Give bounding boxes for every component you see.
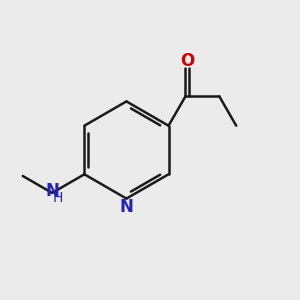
- Text: N: N: [119, 198, 134, 216]
- Text: N: N: [45, 182, 59, 200]
- Text: H: H: [52, 191, 63, 205]
- Text: O: O: [180, 52, 194, 70]
